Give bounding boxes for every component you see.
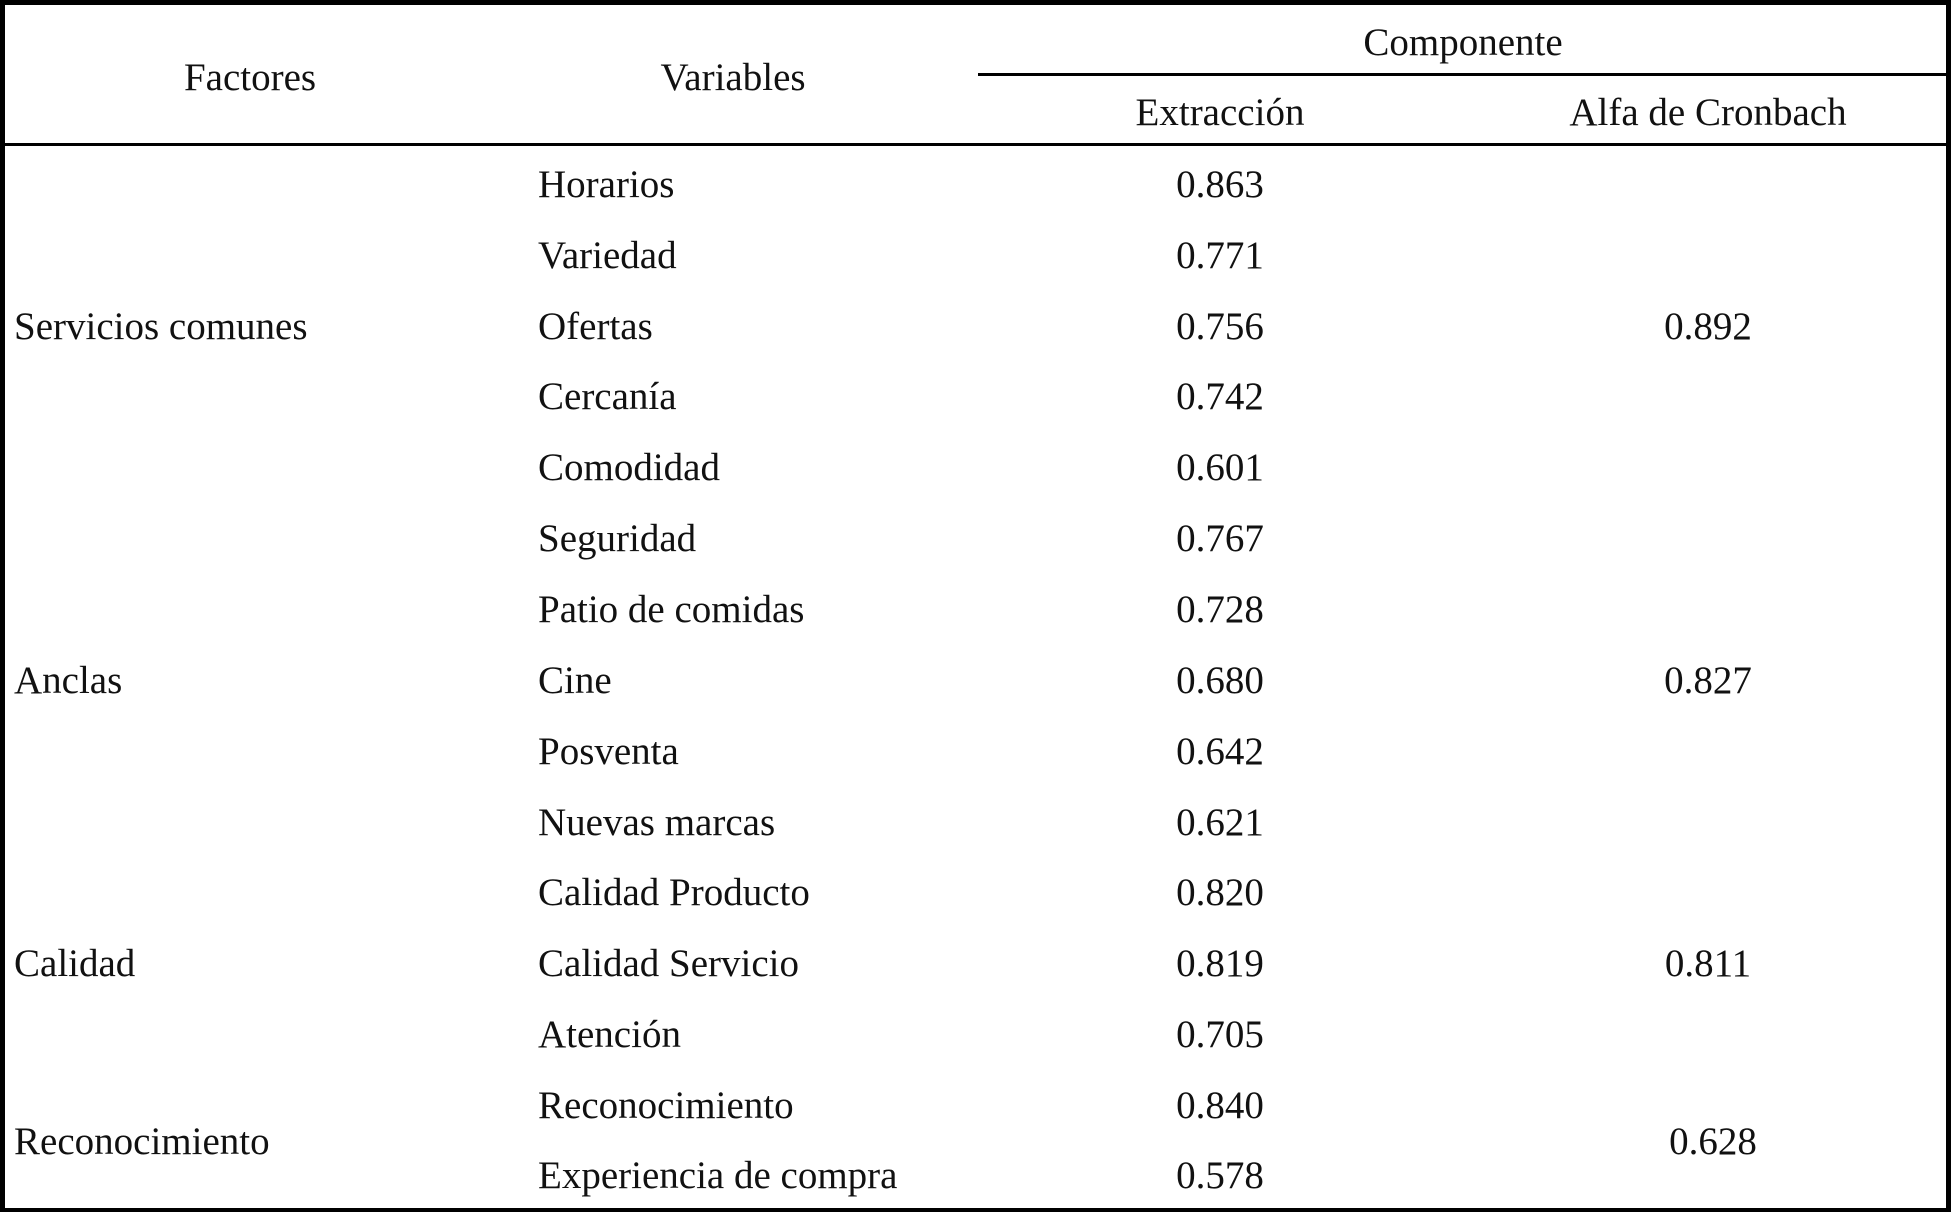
extraccion-cell: 0.728	[1176, 588, 1264, 631]
variable-cell: Horarios	[538, 163, 675, 206]
header-componente: Componente	[1363, 21, 1563, 64]
variable-cell: Ofertas	[538, 305, 653, 348]
extraccion-cell: 0.863	[1176, 163, 1264, 206]
extraccion-cell: 0.820	[1176, 871, 1264, 914]
extraccion-cell: 0.680	[1176, 659, 1264, 702]
header-alfa: Alfa de Cronbach	[1569, 91, 1847, 134]
extraccion-cell: 0.771	[1176, 234, 1264, 277]
header-extraccion: Extracción	[1135, 91, 1305, 134]
alfa-value: 0.827	[1664, 659, 1752, 702]
extraccion-cell: 0.621	[1176, 801, 1264, 844]
factor-label: Reconocimiento	[14, 1120, 270, 1163]
extraccion-cell: 0.578	[1176, 1154, 1264, 1197]
extraccion-cell: 0.601	[1176, 446, 1264, 489]
alfa-value: 0.628	[1669, 1120, 1757, 1163]
factor-label: Servicios comunes	[14, 305, 308, 348]
extraccion-cell: 0.705	[1176, 1013, 1264, 1056]
header-variables: Variables	[660, 56, 806, 99]
extraccion-cell: 0.840	[1176, 1084, 1264, 1127]
factor-label: Calidad	[14, 942, 136, 985]
header-separator	[0, 143, 1951, 146]
header-factores: Factores	[183, 56, 317, 99]
variable-cell: Comodidad	[538, 446, 720, 489]
componente-underline	[978, 73, 1951, 76]
extraccion-cell: 0.756	[1176, 305, 1264, 348]
variable-cell: Variedad	[538, 234, 677, 277]
extraccion-cell: 0.742	[1176, 375, 1264, 418]
extraccion-cell: 0.819	[1176, 942, 1264, 985]
variable-cell: Seguridad	[538, 517, 697, 560]
variable-cell: Cine	[538, 659, 612, 702]
variable-cell: Calidad Servicio	[538, 942, 800, 985]
variable-cell: Reconocimiento	[538, 1084, 794, 1127]
factor-label: Anclas	[14, 659, 123, 702]
alfa-value: 0.811	[1664, 942, 1752, 985]
alfa-value: 0.892	[1664, 305, 1752, 348]
variable-cell: Atención	[538, 1013, 681, 1056]
extraccion-cell: 0.642	[1176, 730, 1264, 773]
variable-cell: Experiencia de compra	[538, 1154, 898, 1197]
variable-cell: Nuevas marcas	[538, 801, 776, 844]
variable-cell: Patio de comidas	[538, 588, 805, 631]
variable-cell: Cercanía	[538, 375, 677, 418]
extraccion-cell: 0.767	[1176, 517, 1264, 560]
variable-cell: Calidad Producto	[538, 871, 810, 914]
variable-cell: Posventa	[538, 730, 679, 773]
